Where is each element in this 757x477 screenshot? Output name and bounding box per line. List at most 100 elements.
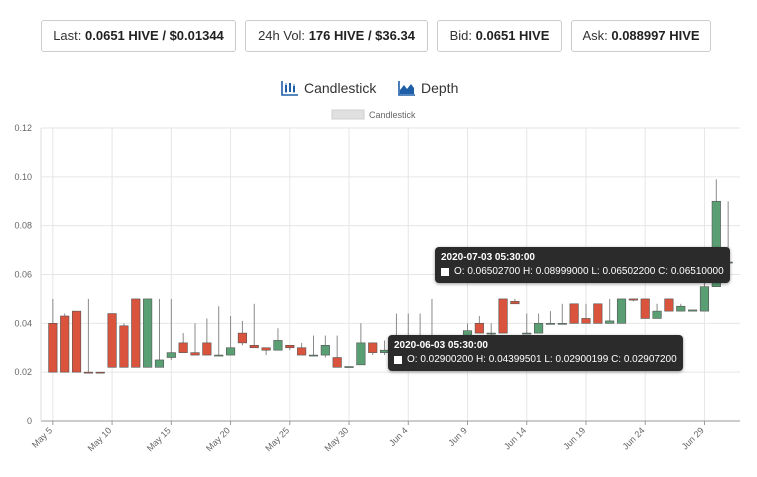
x-tick-label: May 5	[30, 425, 54, 449]
candle	[190, 323, 200, 356]
chart-type-tabs: Candlestick Depth	[0, 76, 757, 100]
y-tick-label: 0.12	[14, 123, 32, 133]
tab-depth[interactable]: Depth	[398, 76, 458, 100]
candle	[143, 298, 153, 368]
x-tick-label: May 20	[204, 425, 232, 453]
candle-body	[107, 313, 117, 368]
candle	[225, 316, 236, 356]
candle	[95, 371, 105, 374]
candle	[119, 323, 129, 368]
candle	[628, 298, 638, 302]
candle	[249, 303, 259, 349]
tooltip-values: O: 0.06502700 H: 0.08999000 L: 0.0650220…	[454, 266, 724, 277]
candle-body	[166, 352, 176, 358]
candle	[569, 303, 579, 324]
x-tick-label: Jun 14	[502, 425, 528, 451]
candle	[462, 323, 473, 336]
candle	[297, 342, 307, 356]
candle-body	[356, 342, 366, 366]
candle-body	[119, 325, 129, 368]
candle-body	[474, 323, 484, 334]
candle	[308, 335, 319, 357]
candlestick-chart-icon	[281, 80, 298, 96]
candle	[557, 303, 567, 325]
candle	[699, 281, 710, 312]
candle-body	[368, 342, 378, 353]
candle-body	[628, 298, 638, 301]
candle-body	[498, 298, 508, 334]
legend-swatch	[331, 109, 365, 120]
candle-body	[308, 354, 319, 357]
tab-candlestick[interactable]: Candlestick	[281, 76, 376, 100]
candle-body	[285, 345, 295, 349]
candle	[48, 298, 58, 373]
candle-body	[593, 303, 603, 324]
candle-body	[569, 303, 579, 324]
candle-body	[640, 298, 650, 319]
candle	[368, 342, 378, 356]
x-tick-label: May 10	[86, 425, 114, 453]
tooltip-jul-03: 2020-07-03 05:30:00 O: 0.06502700 H: 0.0…	[435, 247, 730, 283]
tooltip-values: O: 0.02900200 H: 0.04399501 L: 0.0290019…	[407, 354, 677, 365]
candle	[486, 323, 496, 336]
candle	[676, 303, 686, 312]
candle-body	[143, 298, 153, 368]
candle	[261, 347, 271, 356]
candle	[60, 313, 70, 373]
candle-body	[711, 200, 721, 288]
candle	[522, 313, 532, 335]
x-tick-label: Jun 4	[387, 425, 410, 448]
candle	[332, 335, 342, 368]
candle-body	[237, 332, 247, 344]
x-tick-label: Jun 9	[446, 425, 469, 448]
volume-label: 24h Vol:	[258, 28, 306, 43]
last-price-value: 0.0651 HIVE / $0.01344	[85, 28, 224, 43]
candlestick-chart: Candlestick 0 0.02 0.04 0.06 0.08 0.10 0.12 May…	[14, 109, 740, 453]
bid-stat: Bid: 0.0651 HIVE	[437, 20, 562, 52]
candle	[474, 316, 484, 334]
candle-body	[522, 332, 532, 335]
candle-body	[652, 310, 662, 319]
candle-body	[202, 342, 212, 356]
candle-body	[699, 286, 710, 312]
candle-body	[332, 357, 342, 368]
candle-body	[178, 342, 188, 353]
y-tick-label: 0.08	[14, 221, 32, 231]
candle-body	[95, 371, 105, 374]
series-swatch	[394, 356, 402, 364]
y-tick-label: 0	[27, 416, 32, 426]
candle	[640, 298, 650, 319]
candle-body	[581, 318, 591, 324]
bid-value: 0.0651 HIVE	[475, 28, 550, 43]
y-tick-label: 0.02	[14, 367, 32, 377]
candle-body	[154, 359, 165, 368]
x-tick-label: Jun 19	[561, 425, 587, 451]
bid-label: Bid:	[449, 28, 473, 43]
candle	[107, 313, 117, 368]
candle	[688, 309, 698, 312]
volume-stat: 24h Vol: 176 HIVE / $36.34	[245, 20, 428, 52]
last-price-stat: Last: 0.0651 HIVE / $0.01344	[41, 20, 236, 52]
candle-body	[510, 301, 520, 305]
ask-label: Ask:	[582, 28, 608, 43]
series-swatch	[441, 268, 449, 276]
tooltip-title: 2020-06-03 05:30:00	[394, 340, 488, 351]
candle	[545, 311, 556, 325]
x-tick-label: May 25	[263, 425, 291, 453]
candle	[664, 298, 674, 312]
candle-body	[71, 310, 82, 373]
candle	[510, 298, 520, 305]
candle-body	[486, 332, 496, 335]
candle	[71, 310, 82, 373]
candle-body	[273, 340, 283, 351]
candle-body	[225, 347, 236, 356]
ask-value: 0.088997 HIVE	[611, 28, 700, 43]
candle-body	[297, 347, 307, 356]
candle	[534, 313, 544, 334]
legend-label: Candlestick	[369, 110, 416, 120]
y-tick-label: 0.04	[14, 318, 32, 328]
candle-body	[664, 298, 674, 312]
candle	[344, 366, 354, 368]
depth-chart-icon	[398, 80, 415, 96]
tooltip-title: 2020-07-03 05:30:00	[441, 252, 535, 263]
